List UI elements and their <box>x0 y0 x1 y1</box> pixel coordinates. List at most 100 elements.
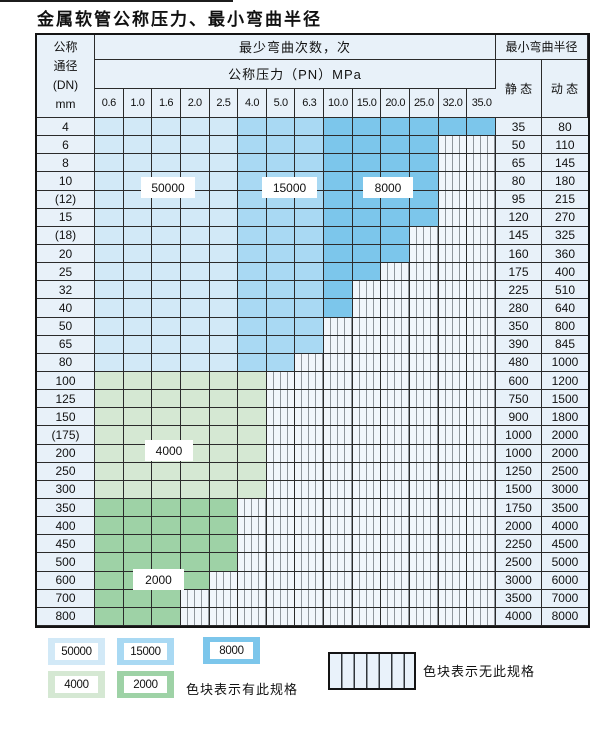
header-pn-value: 2.0 <box>180 89 210 118</box>
pn-spec-cell <box>180 136 210 155</box>
pn-spec-cell <box>95 208 124 227</box>
pn-no-spec-cell <box>295 444 325 463</box>
pn-spec-cell <box>152 408 181 427</box>
pn-no-spec-cell <box>352 444 382 463</box>
pn-spec-cell <box>324 281 353 300</box>
table-header: 公称 通径 (DN) mm 最少弯曲次数，次 最小弯曲半径 公称压力（PN）MP… <box>37 35 588 118</box>
pn-spec-cell <box>238 208 267 227</box>
pn-spec-cell <box>209 136 239 155</box>
dynamic-radius-cell: 510 <box>541 281 588 300</box>
pn-no-spec-cell <box>438 517 468 536</box>
pn-no-spec-cell <box>381 462 411 481</box>
pn-no-spec-cell <box>381 371 411 391</box>
pn-no-spec-cell <box>438 208 468 227</box>
pn-spec-cell <box>266 154 296 173</box>
pn-spec-cell <box>180 480 210 499</box>
pn-no-spec-cell <box>410 299 439 318</box>
pn-no-spec-cell <box>295 462 325 481</box>
dn-cell: 450 <box>37 535 95 554</box>
pn-spec-cell <box>209 335 239 354</box>
pn-no-spec-cell <box>324 607 353 626</box>
pn-spec-cell <box>152 136 181 155</box>
legend-swatch-label: 2000 <box>124 676 167 693</box>
pn-no-spec-cell <box>467 263 496 282</box>
pn-spec-cell <box>295 263 325 282</box>
dynamic-radius-cell: 1200 <box>541 371 588 391</box>
header-dn-line: 通径 <box>53 59 78 73</box>
pn-spec-cell <box>123 335 153 354</box>
pn-no-spec-cell <box>266 480 296 499</box>
pn-spec-cell <box>123 154 153 173</box>
page-title: 金属软管公称压力、最小弯曲半径 <box>37 10 322 29</box>
table-row: (12) 95 215 <box>37 190 588 209</box>
pn-spec-cell <box>238 118 267 137</box>
pn-no-spec-cell <box>467 462 496 481</box>
dn-cell: 25 <box>37 263 95 282</box>
pn-no-spec-cell <box>180 589 210 608</box>
pn-spec-cell <box>410 172 439 191</box>
pn-spec-cell <box>238 335 267 354</box>
pn-spec-cell <box>95 607 124 626</box>
header-dn-line: 公称 <box>53 40 78 54</box>
pn-spec-cell <box>324 172 353 191</box>
pn-no-spec-cell <box>410 462 439 481</box>
table-row: 15 120 270 <box>37 208 588 227</box>
pn-spec-cell <box>266 353 296 372</box>
static-radius-cell: 1000 <box>495 426 542 445</box>
pn-spec-cell <box>152 607 181 626</box>
pn-no-spec-cell <box>266 444 296 463</box>
static-radius-cell: 225 <box>495 281 542 300</box>
static-radius-cell: 900 <box>495 408 542 427</box>
pn-spec-cell <box>238 353 267 372</box>
header-pn-value: 4.0 <box>238 89 267 118</box>
pn-spec-cell <box>180 535 210 554</box>
zone-label-15000: 15000 <box>262 177 317 198</box>
pn-no-spec-cell <box>438 408 468 427</box>
pn-no-spec-cell <box>352 498 382 518</box>
pn-spec-cell <box>209 480 239 499</box>
static-radius-cell: 600 <box>495 371 542 391</box>
table-row: 400 2000 4000 <box>37 517 588 536</box>
pn-no-spec-cell <box>352 589 382 608</box>
pn-no-spec-cell <box>381 263 411 282</box>
pn-no-spec-cell <box>352 553 382 572</box>
pn-spec-cell <box>295 299 325 318</box>
pn-no-spec-cell <box>410 390 439 409</box>
pn-spec-cell <box>266 317 296 336</box>
table-row: 25 175 400 <box>37 263 588 282</box>
pn-spec-cell <box>123 317 153 336</box>
header-pn-value: 10.0 <box>324 89 353 118</box>
pn-spec-cell <box>180 154 210 173</box>
pn-spec-cell <box>152 371 181 391</box>
pn-spec-cell <box>95 571 124 590</box>
pn-spec-cell <box>95 190 124 209</box>
static-radius-cell: 95 <box>495 190 542 209</box>
table-row: 200 1000 2000 <box>37 444 588 463</box>
static-radius-cell: 1250 <box>495 462 542 481</box>
header-pn-value: 0.6 <box>95 89 124 118</box>
header-pn-value: 6.3 <box>295 89 325 118</box>
pn-spec-cell <box>238 426 267 445</box>
pn-no-spec-cell <box>238 571 267 590</box>
pn-no-spec-cell <box>438 353 468 372</box>
pn-spec-cell <box>152 462 181 481</box>
pn-no-spec-cell <box>467 172 496 191</box>
pn-no-spec-cell <box>410 244 439 264</box>
header-pn-value: 1.6 <box>152 89 181 118</box>
pn-no-spec-cell <box>410 263 439 282</box>
pn-no-spec-cell <box>352 462 382 481</box>
pn-spec-cell <box>209 517 239 536</box>
table-row: 600 3000 6000 <box>37 571 588 590</box>
pn-spec-cell <box>123 607 153 626</box>
pn-no-spec-cell <box>467 480 496 499</box>
pn-spec-cell <box>95 589 124 608</box>
pn-no-spec-cell <box>352 571 382 590</box>
legend-swatch-label: 8000 <box>210 642 253 659</box>
pn-no-spec-cell <box>410 571 439 590</box>
dynamic-radius-cell: 3000 <box>541 480 588 499</box>
pn-no-spec-cell <box>410 317 439 336</box>
legend-swatch-15000: 15000 <box>117 638 174 665</box>
pn-no-spec-cell <box>238 607 267 626</box>
pn-spec-cell <box>324 136 353 155</box>
pn-no-spec-cell <box>238 589 267 608</box>
